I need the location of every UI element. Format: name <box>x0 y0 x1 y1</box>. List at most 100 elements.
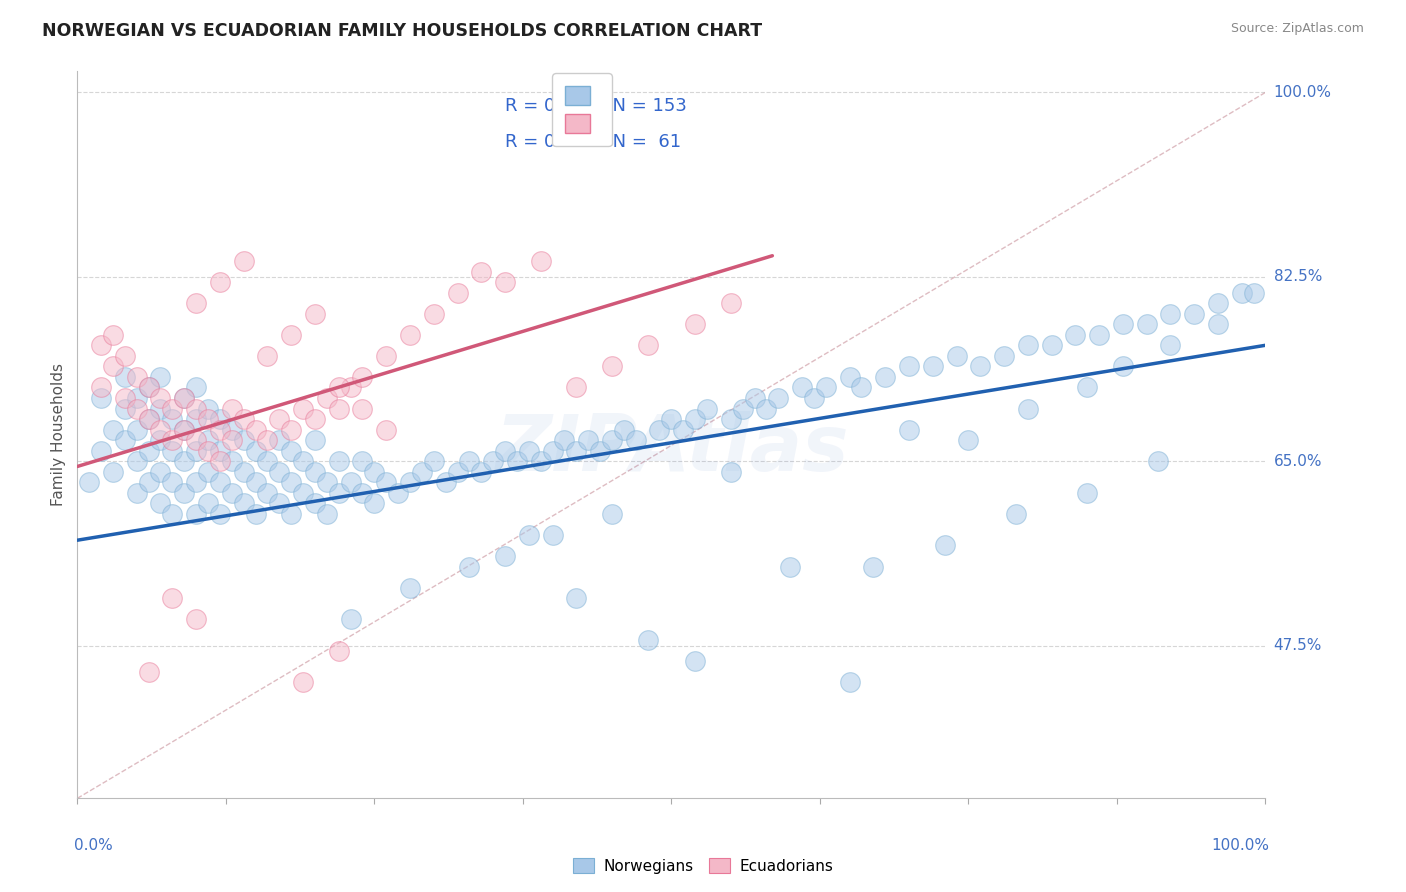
Norwegians <box>149 433 172 447</box>
Ecuadorians <box>683 317 706 331</box>
Ecuadorians <box>600 359 623 374</box>
Ecuadorians <box>328 380 350 394</box>
Ecuadorians <box>186 433 208 447</box>
Norwegians <box>256 454 278 468</box>
Norwegians <box>101 465 124 479</box>
Norwegians <box>720 465 742 479</box>
Norwegians <box>125 485 148 500</box>
Norwegians <box>269 496 291 510</box>
Ecuadorians <box>149 423 172 437</box>
Norwegians <box>221 485 243 500</box>
Norwegians <box>696 401 718 416</box>
Ecuadorians <box>186 296 208 310</box>
Norwegians <box>292 485 315 500</box>
Ecuadorians <box>221 401 243 416</box>
Ecuadorians <box>328 401 350 416</box>
Ecuadorians <box>720 296 742 310</box>
Ecuadorians <box>186 612 208 626</box>
Norwegians <box>1147 454 1170 468</box>
Norwegians <box>613 423 636 437</box>
Ecuadorians <box>208 423 231 437</box>
Norwegians <box>138 380 160 394</box>
Ecuadorians <box>162 591 184 606</box>
Norwegians <box>672 423 695 437</box>
Norwegians <box>125 391 148 405</box>
Norwegians <box>731 401 754 416</box>
Norwegians <box>683 412 706 426</box>
Ecuadorians <box>125 370 148 384</box>
Norwegians <box>245 475 267 490</box>
Y-axis label: Family Households: Family Households <box>51 363 66 507</box>
Ecuadorians <box>399 327 422 342</box>
Norwegians <box>755 401 778 416</box>
Norwegians <box>661 412 683 426</box>
Norwegians <box>352 454 374 468</box>
Ecuadorians <box>90 380 112 394</box>
Ecuadorians <box>208 275 231 289</box>
Norwegians <box>186 475 208 490</box>
Norwegians <box>352 485 374 500</box>
Norwegians <box>208 507 231 521</box>
Norwegians <box>1112 317 1135 331</box>
Ecuadorians <box>197 443 219 458</box>
Text: NORWEGIAN VS ECUADORIAN FAMILY HOUSEHOLDS CORRELATION CHART: NORWEGIAN VS ECUADORIAN FAMILY HOUSEHOLD… <box>42 22 762 40</box>
Text: 65.0%: 65.0% <box>1274 454 1322 468</box>
Text: Source: ZipAtlas.com: Source: ZipAtlas.com <box>1230 22 1364 36</box>
Text: 100.0%: 100.0% <box>1274 85 1331 100</box>
Norwegians <box>186 443 208 458</box>
Norwegians <box>245 443 267 458</box>
Norwegians <box>280 507 302 521</box>
Norwegians <box>114 433 136 447</box>
Norwegians <box>269 465 291 479</box>
Norwegians <box>375 475 398 490</box>
Norwegians <box>208 475 231 490</box>
Ecuadorians <box>256 349 278 363</box>
Norwegians <box>399 475 422 490</box>
Norwegians <box>162 443 184 458</box>
Ecuadorians <box>221 433 243 447</box>
Norwegians <box>208 412 231 426</box>
Norwegians <box>814 380 837 394</box>
Ecuadorians <box>162 401 184 416</box>
Norwegians <box>399 581 422 595</box>
Ecuadorians <box>565 380 588 394</box>
Ecuadorians <box>292 675 315 690</box>
Ecuadorians <box>446 285 468 300</box>
Norwegians <box>637 633 659 648</box>
Ecuadorians <box>304 412 326 426</box>
Norwegians <box>186 507 208 521</box>
Norwegians <box>458 559 481 574</box>
Norwegians <box>125 454 148 468</box>
Ecuadorians <box>423 307 446 321</box>
Ecuadorians <box>114 349 136 363</box>
Ecuadorians <box>352 370 374 384</box>
Ecuadorians <box>339 380 361 394</box>
Legend: Norwegians, Ecuadorians: Norwegians, Ecuadorians <box>567 852 839 880</box>
Norwegians <box>197 401 219 416</box>
Norwegians <box>576 433 599 447</box>
Norwegians <box>530 454 553 468</box>
Ecuadorians <box>162 433 184 447</box>
Norwegians <box>138 412 160 426</box>
Norwegians <box>90 391 112 405</box>
Norwegians <box>1017 338 1039 352</box>
Norwegians <box>77 475 100 490</box>
Ecuadorians <box>280 423 302 437</box>
Ecuadorians <box>470 264 492 278</box>
Ecuadorians <box>101 359 124 374</box>
Ecuadorians <box>114 391 136 405</box>
Norwegians <box>434 475 457 490</box>
Ecuadorians <box>494 275 516 289</box>
Norwegians <box>328 485 350 500</box>
Norwegians <box>517 443 540 458</box>
Norwegians <box>363 496 385 510</box>
Norwegians <box>838 370 860 384</box>
Norwegians <box>458 454 481 468</box>
Norwegians <box>173 391 195 405</box>
Norwegians <box>304 465 326 479</box>
Norwegians <box>683 654 706 668</box>
Ecuadorians <box>292 401 315 416</box>
Norwegians <box>565 443 588 458</box>
Norwegians <box>1243 285 1265 300</box>
Ecuadorians <box>90 338 112 352</box>
